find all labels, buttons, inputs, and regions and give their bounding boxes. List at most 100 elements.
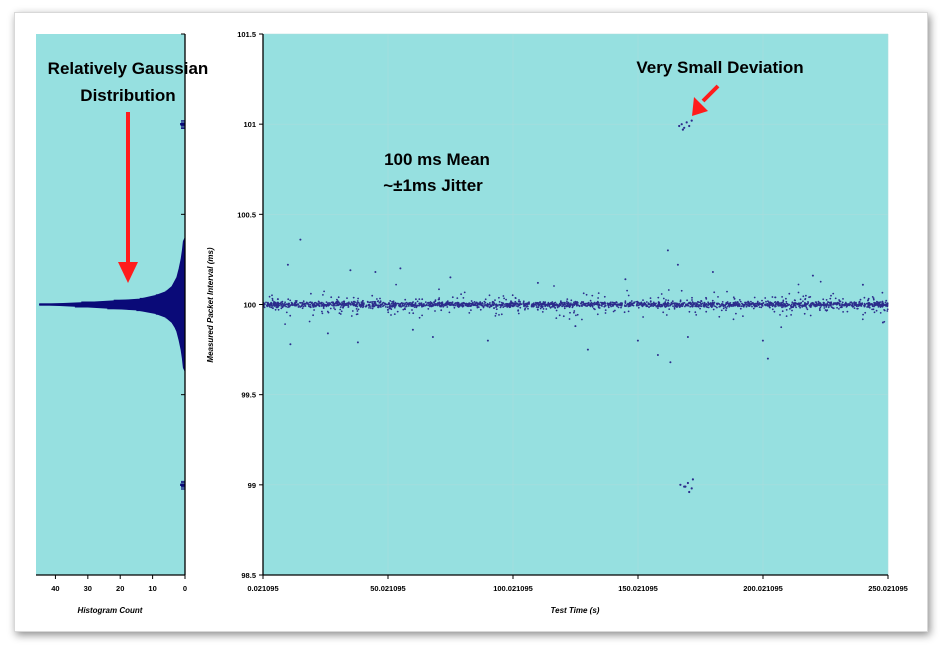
data-point xyxy=(289,314,292,317)
data-point xyxy=(277,308,280,311)
data-point xyxy=(835,303,838,306)
data-point xyxy=(449,276,452,279)
data-point xyxy=(387,311,390,314)
data-point xyxy=(620,306,622,309)
data-point xyxy=(684,305,686,308)
data-point xyxy=(850,301,853,304)
data-point xyxy=(466,305,469,307)
data-point xyxy=(829,297,832,300)
data-point xyxy=(390,314,392,316)
data-point xyxy=(627,294,630,297)
data-point xyxy=(840,306,843,309)
histogram-bar xyxy=(165,290,185,294)
data-point xyxy=(820,305,823,307)
data-point xyxy=(764,297,767,299)
data-point xyxy=(581,318,583,321)
data-point xyxy=(396,310,399,313)
histogram-bar xyxy=(81,301,185,304)
data-point xyxy=(586,348,589,351)
data-point xyxy=(770,304,773,306)
data-point xyxy=(453,306,456,309)
data-point xyxy=(797,291,800,294)
data-point xyxy=(307,303,310,306)
data-point xyxy=(697,305,699,308)
outlier-point xyxy=(684,485,687,488)
data-point xyxy=(356,305,359,308)
data-point xyxy=(703,302,706,304)
data-point xyxy=(788,303,791,306)
data-point xyxy=(594,308,596,311)
data-point xyxy=(859,302,862,305)
data-point xyxy=(822,298,825,301)
data-point xyxy=(270,306,273,309)
data-point xyxy=(570,303,573,306)
data-point xyxy=(368,301,371,304)
data-point xyxy=(386,303,388,306)
data-point xyxy=(800,304,802,307)
data-point xyxy=(679,300,682,303)
data-point xyxy=(596,302,598,305)
data-point xyxy=(597,305,600,307)
data-point xyxy=(791,309,793,312)
data-point xyxy=(401,303,404,306)
outlier-point xyxy=(690,119,693,122)
data-point xyxy=(853,307,856,309)
data-point xyxy=(714,305,717,308)
data-point xyxy=(556,306,559,309)
histogram-bar xyxy=(181,487,185,489)
data-point xyxy=(454,302,457,304)
data-point xyxy=(694,311,697,314)
data-point xyxy=(697,303,699,306)
data-point xyxy=(829,304,832,306)
histogram-bar xyxy=(74,305,185,308)
data-point xyxy=(809,296,812,298)
data-point xyxy=(876,301,879,303)
data-point xyxy=(563,305,566,308)
outlier-point xyxy=(688,490,691,494)
data-point xyxy=(661,305,663,308)
data-point xyxy=(761,339,764,342)
histogram-bar xyxy=(181,486,185,487)
data-point xyxy=(655,305,658,308)
histogram-bar xyxy=(181,482,185,484)
data-point xyxy=(421,314,423,317)
data-point xyxy=(693,302,695,304)
data-point xyxy=(647,302,650,305)
data-point xyxy=(739,305,741,307)
data-point xyxy=(768,301,770,304)
data-point xyxy=(575,314,577,317)
data-point xyxy=(399,302,402,305)
data-point xyxy=(330,304,333,306)
data-point xyxy=(780,326,783,329)
data-point xyxy=(722,307,725,310)
data-point xyxy=(735,312,737,315)
data-point xyxy=(774,303,777,305)
data-point xyxy=(525,305,528,308)
data-point xyxy=(276,306,279,309)
data-point xyxy=(478,302,480,305)
data-point xyxy=(858,300,861,303)
data-point xyxy=(469,302,472,305)
data-point xyxy=(548,305,551,308)
data-point xyxy=(570,302,572,305)
data-point xyxy=(295,304,298,307)
data-point xyxy=(782,299,785,302)
data-point xyxy=(719,304,722,306)
histogram-bar xyxy=(183,366,185,369)
data-point xyxy=(655,302,657,305)
data-point xyxy=(608,304,610,306)
data-point xyxy=(671,300,674,303)
data-point xyxy=(332,301,334,304)
data-point xyxy=(656,354,659,356)
data-point xyxy=(317,304,320,307)
data-point xyxy=(612,303,614,305)
data-point xyxy=(626,289,628,292)
data-point xyxy=(302,305,305,308)
data-point xyxy=(425,303,428,306)
data-point xyxy=(765,300,767,303)
data-point xyxy=(350,301,353,304)
data-point xyxy=(883,309,885,311)
data-point xyxy=(386,306,389,309)
data-point xyxy=(322,307,325,309)
data-point xyxy=(420,302,423,304)
